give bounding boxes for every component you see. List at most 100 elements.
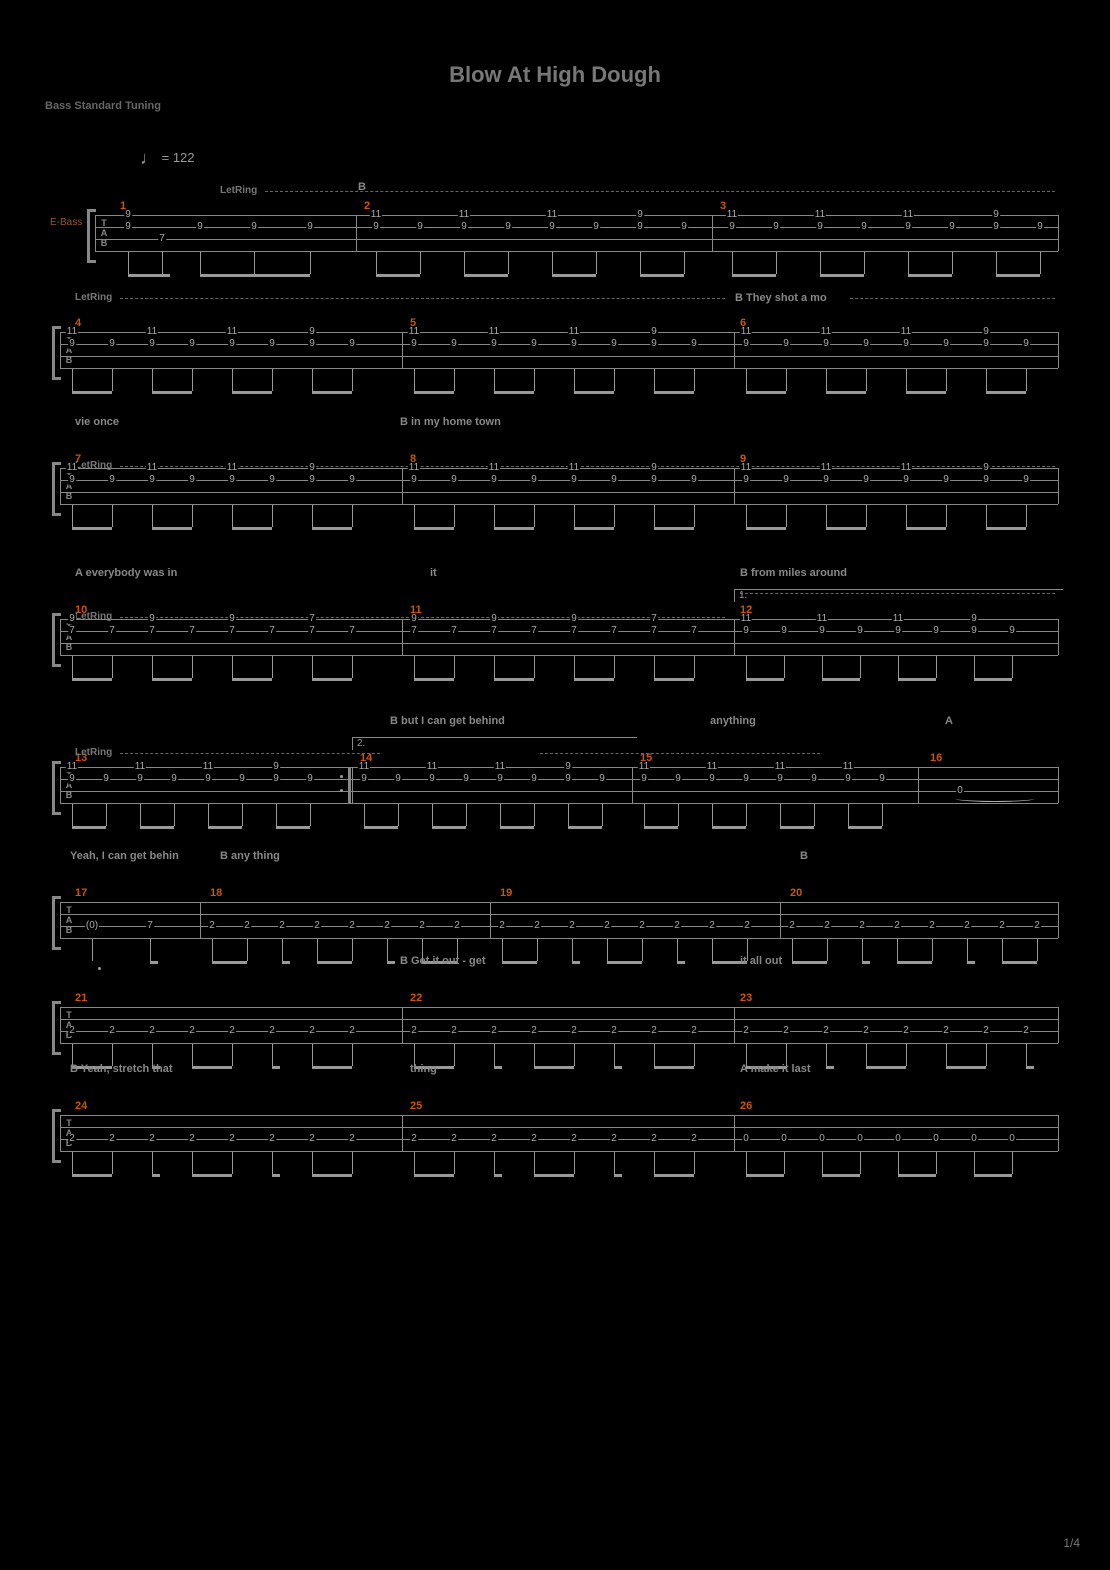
fret-number: 0 (85, 921, 99, 931)
fret-number: 2 (268, 1026, 276, 1036)
stem (864, 252, 865, 274)
staff-line (60, 1151, 1058, 1152)
beam (822, 678, 860, 681)
beam (534, 1066, 574, 1069)
stem (986, 1044, 987, 1066)
barline (1058, 902, 1059, 938)
stem (534, 369, 535, 391)
stem (312, 1044, 313, 1066)
stem (607, 939, 608, 961)
lyric-text: it (430, 567, 437, 579)
fret-number: 11 (202, 762, 214, 772)
let-ring-label: LetRing (75, 611, 112, 622)
fret-number: 11 (816, 614, 828, 624)
lyric-text: A everybody was in (75, 567, 177, 579)
fret-number: 9 (490, 475, 498, 485)
beam (640, 274, 684, 277)
stem (352, 1044, 353, 1066)
barline (712, 215, 713, 251)
barline (402, 1007, 403, 1043)
beam (72, 1174, 112, 1177)
flag (494, 1174, 502, 1177)
stem (494, 505, 495, 527)
fret-number: 9 (410, 614, 418, 624)
beam (312, 678, 352, 681)
stem (694, 1044, 695, 1066)
stem (232, 1044, 233, 1066)
fret-number: 7 (148, 626, 156, 636)
fret-number: 9 (570, 339, 578, 349)
staff-line (60, 938, 1058, 939)
stem (678, 804, 679, 826)
barline (1058, 767, 1059, 803)
stem (614, 656, 615, 678)
let-ring-label: LetRing (75, 292, 112, 303)
let-ring-dash (120, 753, 380, 755)
stem (112, 1152, 113, 1174)
barline (200, 902, 201, 938)
fret-number: 11 (488, 327, 500, 337)
stem (848, 804, 849, 826)
fret-number: 9 (490, 339, 498, 349)
fret-number: 9 (268, 475, 276, 485)
beam (654, 391, 694, 394)
beam (568, 826, 602, 829)
barline (1058, 332, 1059, 368)
fret-number: 9 (360, 774, 368, 784)
stem (936, 656, 937, 678)
fret-number: 9 (902, 339, 910, 349)
stem (192, 656, 193, 678)
stem (826, 369, 827, 391)
fret-number: 7 (348, 626, 356, 636)
stem (936, 1152, 937, 1174)
stem (908, 252, 909, 274)
fret-number: 0 (894, 1134, 902, 1144)
beam (500, 826, 534, 829)
tuning-label: Bass Standard Tuning (45, 100, 161, 112)
bar-number: 21 (75, 992, 87, 1004)
stem (898, 1152, 899, 1174)
beam (732, 274, 776, 277)
bar-number: 23 (740, 992, 752, 1004)
fret-number: 2 (68, 1026, 76, 1036)
fret-number: 7 (268, 626, 276, 636)
flag (614, 1174, 622, 1177)
lyric-text: B Get it out - get (400, 955, 486, 967)
beam (552, 274, 596, 277)
fret-number: 9 (268, 339, 276, 349)
stem (906, 505, 907, 527)
staff-line (60, 1019, 1058, 1020)
fret-number: 11 (226, 327, 238, 337)
beam (232, 527, 272, 530)
fret-number: 11 (494, 762, 506, 772)
stem (72, 656, 73, 678)
stem (574, 1152, 575, 1174)
stem (568, 804, 569, 826)
stem (272, 369, 273, 391)
fret-number: 2 (308, 1026, 316, 1036)
fret-number: 9 (650, 463, 658, 473)
lyric-text: A make it last (740, 1063, 811, 1075)
flag (1026, 1066, 1034, 1069)
stem (746, 1152, 747, 1174)
beam (712, 826, 746, 829)
flag (967, 961, 975, 964)
let-ring-dash (120, 298, 725, 300)
stem (454, 369, 455, 391)
fret-number: 11 (740, 327, 752, 337)
flag (272, 1174, 280, 1177)
beam (432, 826, 466, 829)
fret-number: 11 (814, 210, 826, 220)
stem (272, 656, 273, 678)
tab-staff (60, 619, 1058, 655)
stem (537, 939, 538, 961)
beam (414, 678, 454, 681)
fret-number: 9 (570, 614, 578, 624)
fret-number: 9 (810, 774, 818, 784)
fret-number: 9 (816, 222, 824, 232)
stem (272, 1152, 273, 1174)
fret-number: 11 (568, 327, 580, 337)
barline (60, 767, 61, 803)
fret-number: 11 (358, 762, 370, 772)
stem (152, 1152, 153, 1174)
